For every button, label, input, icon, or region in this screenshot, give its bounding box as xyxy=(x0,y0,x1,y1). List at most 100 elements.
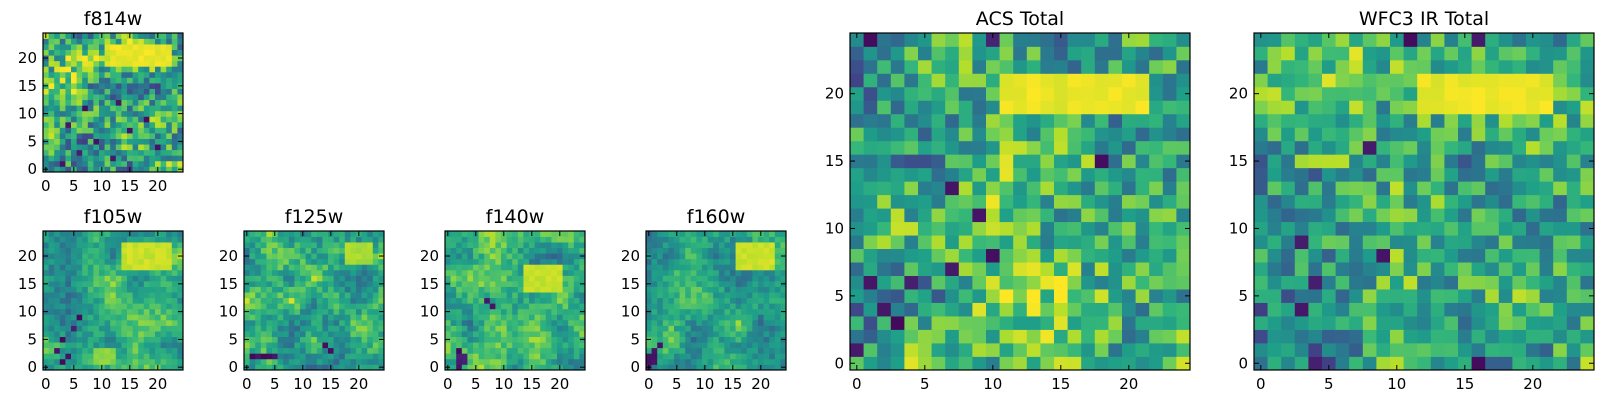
heatmap-cell xyxy=(702,269,708,276)
heatmap-cell xyxy=(372,269,379,276)
heatmap-cell xyxy=(540,347,547,354)
heatmap-cell xyxy=(71,253,77,260)
heatmap-cell xyxy=(1294,73,1309,88)
heatmap-cell xyxy=(48,149,55,156)
heatmap-cell xyxy=(1308,59,1323,74)
heatmap-cell xyxy=(43,314,49,321)
heatmap-cell xyxy=(904,248,919,263)
heatmap-cell xyxy=(138,336,145,343)
heatmap-cell xyxy=(155,121,161,128)
heatmap-cell xyxy=(328,264,334,271)
heatmap-cell xyxy=(115,110,122,117)
y-tick-label: 10 xyxy=(219,303,238,321)
heatmap-cell xyxy=(104,99,111,106)
heatmap-cell xyxy=(333,236,340,243)
heatmap-cell xyxy=(450,269,457,276)
heatmap-cell xyxy=(958,302,973,317)
heatmap-cell xyxy=(958,235,973,250)
x-tick-label: 20 xyxy=(349,375,368,393)
y-tick-label: 10 xyxy=(1229,219,1248,237)
heatmap-cell xyxy=(361,336,368,343)
heatmap-cell xyxy=(685,303,692,310)
heatmap-cell xyxy=(54,71,61,78)
heatmap-cell xyxy=(478,347,485,354)
heatmap-cell xyxy=(690,242,697,249)
heatmap-cell xyxy=(104,60,111,67)
heatmap-cell xyxy=(1403,221,1418,236)
heatmap-cell xyxy=(266,325,273,332)
heatmap-cell xyxy=(1094,208,1109,223)
heatmap-cell xyxy=(1430,343,1445,357)
heatmap-cell xyxy=(931,356,946,371)
heatmap-cell xyxy=(149,71,156,78)
heatmap-cell xyxy=(48,242,55,249)
heatmap-cell xyxy=(1108,208,1123,223)
heatmap-cell xyxy=(1430,46,1445,61)
heatmap-cell xyxy=(1498,181,1513,196)
heatmap-cell xyxy=(288,281,295,287)
heatmap-cell xyxy=(311,303,318,310)
heatmap-cell xyxy=(850,262,864,276)
heatmap-cell xyxy=(540,242,547,249)
heatmap-cell xyxy=(1176,235,1191,250)
heatmap-cell xyxy=(484,331,491,337)
heatmap-cell xyxy=(890,154,905,169)
heatmap-cell xyxy=(763,286,770,293)
heatmap-cell xyxy=(1335,356,1350,371)
heatmap-cell xyxy=(461,231,468,237)
heatmap-cell xyxy=(1512,275,1527,290)
heatmap-cell xyxy=(646,319,652,326)
heatmap-cell xyxy=(361,308,368,315)
heatmap-cell xyxy=(890,194,905,209)
heatmap-cell xyxy=(863,208,878,223)
heatmap-cell xyxy=(534,231,541,237)
heatmap-cell xyxy=(177,99,184,106)
heatmap-cell xyxy=(1512,140,1527,155)
heatmap-cell xyxy=(545,236,552,243)
heatmap-cell xyxy=(752,364,759,371)
heatmap-cell xyxy=(568,258,575,265)
heatmap-cell xyxy=(54,292,61,299)
heatmap-cell xyxy=(1485,181,1500,196)
heatmap-cell xyxy=(99,336,105,343)
heatmap-cell xyxy=(1566,316,1581,330)
heatmap-cell xyxy=(1308,73,1323,88)
heatmap-cell xyxy=(155,49,161,56)
heatmap-cell xyxy=(93,149,100,156)
heatmap-cell xyxy=(1471,33,1486,47)
heatmap-cell xyxy=(461,314,468,321)
heatmap-cell xyxy=(255,336,262,343)
heatmap-cell xyxy=(512,269,519,276)
heatmap-cell xyxy=(999,208,1014,223)
heatmap-cell xyxy=(506,292,513,299)
heatmap-cell xyxy=(1149,86,1164,101)
heatmap-cell xyxy=(473,308,479,315)
heatmap-cell xyxy=(662,242,669,249)
heatmap-cell xyxy=(473,292,479,299)
heatmap-cell xyxy=(59,160,66,167)
heatmap-cell xyxy=(260,353,267,360)
heatmap-cell xyxy=(104,88,111,95)
heatmap-cell xyxy=(294,303,301,310)
heatmap-cell xyxy=(59,60,66,67)
heatmap-cell xyxy=(696,331,703,337)
heatmap-cell xyxy=(702,325,708,332)
heatmap-cell xyxy=(339,353,346,360)
heatmap-cell xyxy=(255,297,262,304)
heatmap-cell xyxy=(333,269,340,276)
heatmap-cell xyxy=(166,364,173,371)
heatmap-cell xyxy=(730,281,736,287)
heatmap-cell xyxy=(71,297,77,304)
heatmap-cell xyxy=(59,236,66,243)
heatmap-cell xyxy=(724,358,731,365)
heatmap-cell xyxy=(679,342,686,349)
heatmap-cell xyxy=(685,364,692,371)
heatmap-cell xyxy=(255,242,262,249)
heatmap-cell xyxy=(1054,275,1068,290)
heatmap-cell xyxy=(730,269,736,276)
heatmap-cell xyxy=(1512,154,1527,169)
heatmap-cell xyxy=(579,247,586,254)
heatmap-cell xyxy=(115,286,122,293)
